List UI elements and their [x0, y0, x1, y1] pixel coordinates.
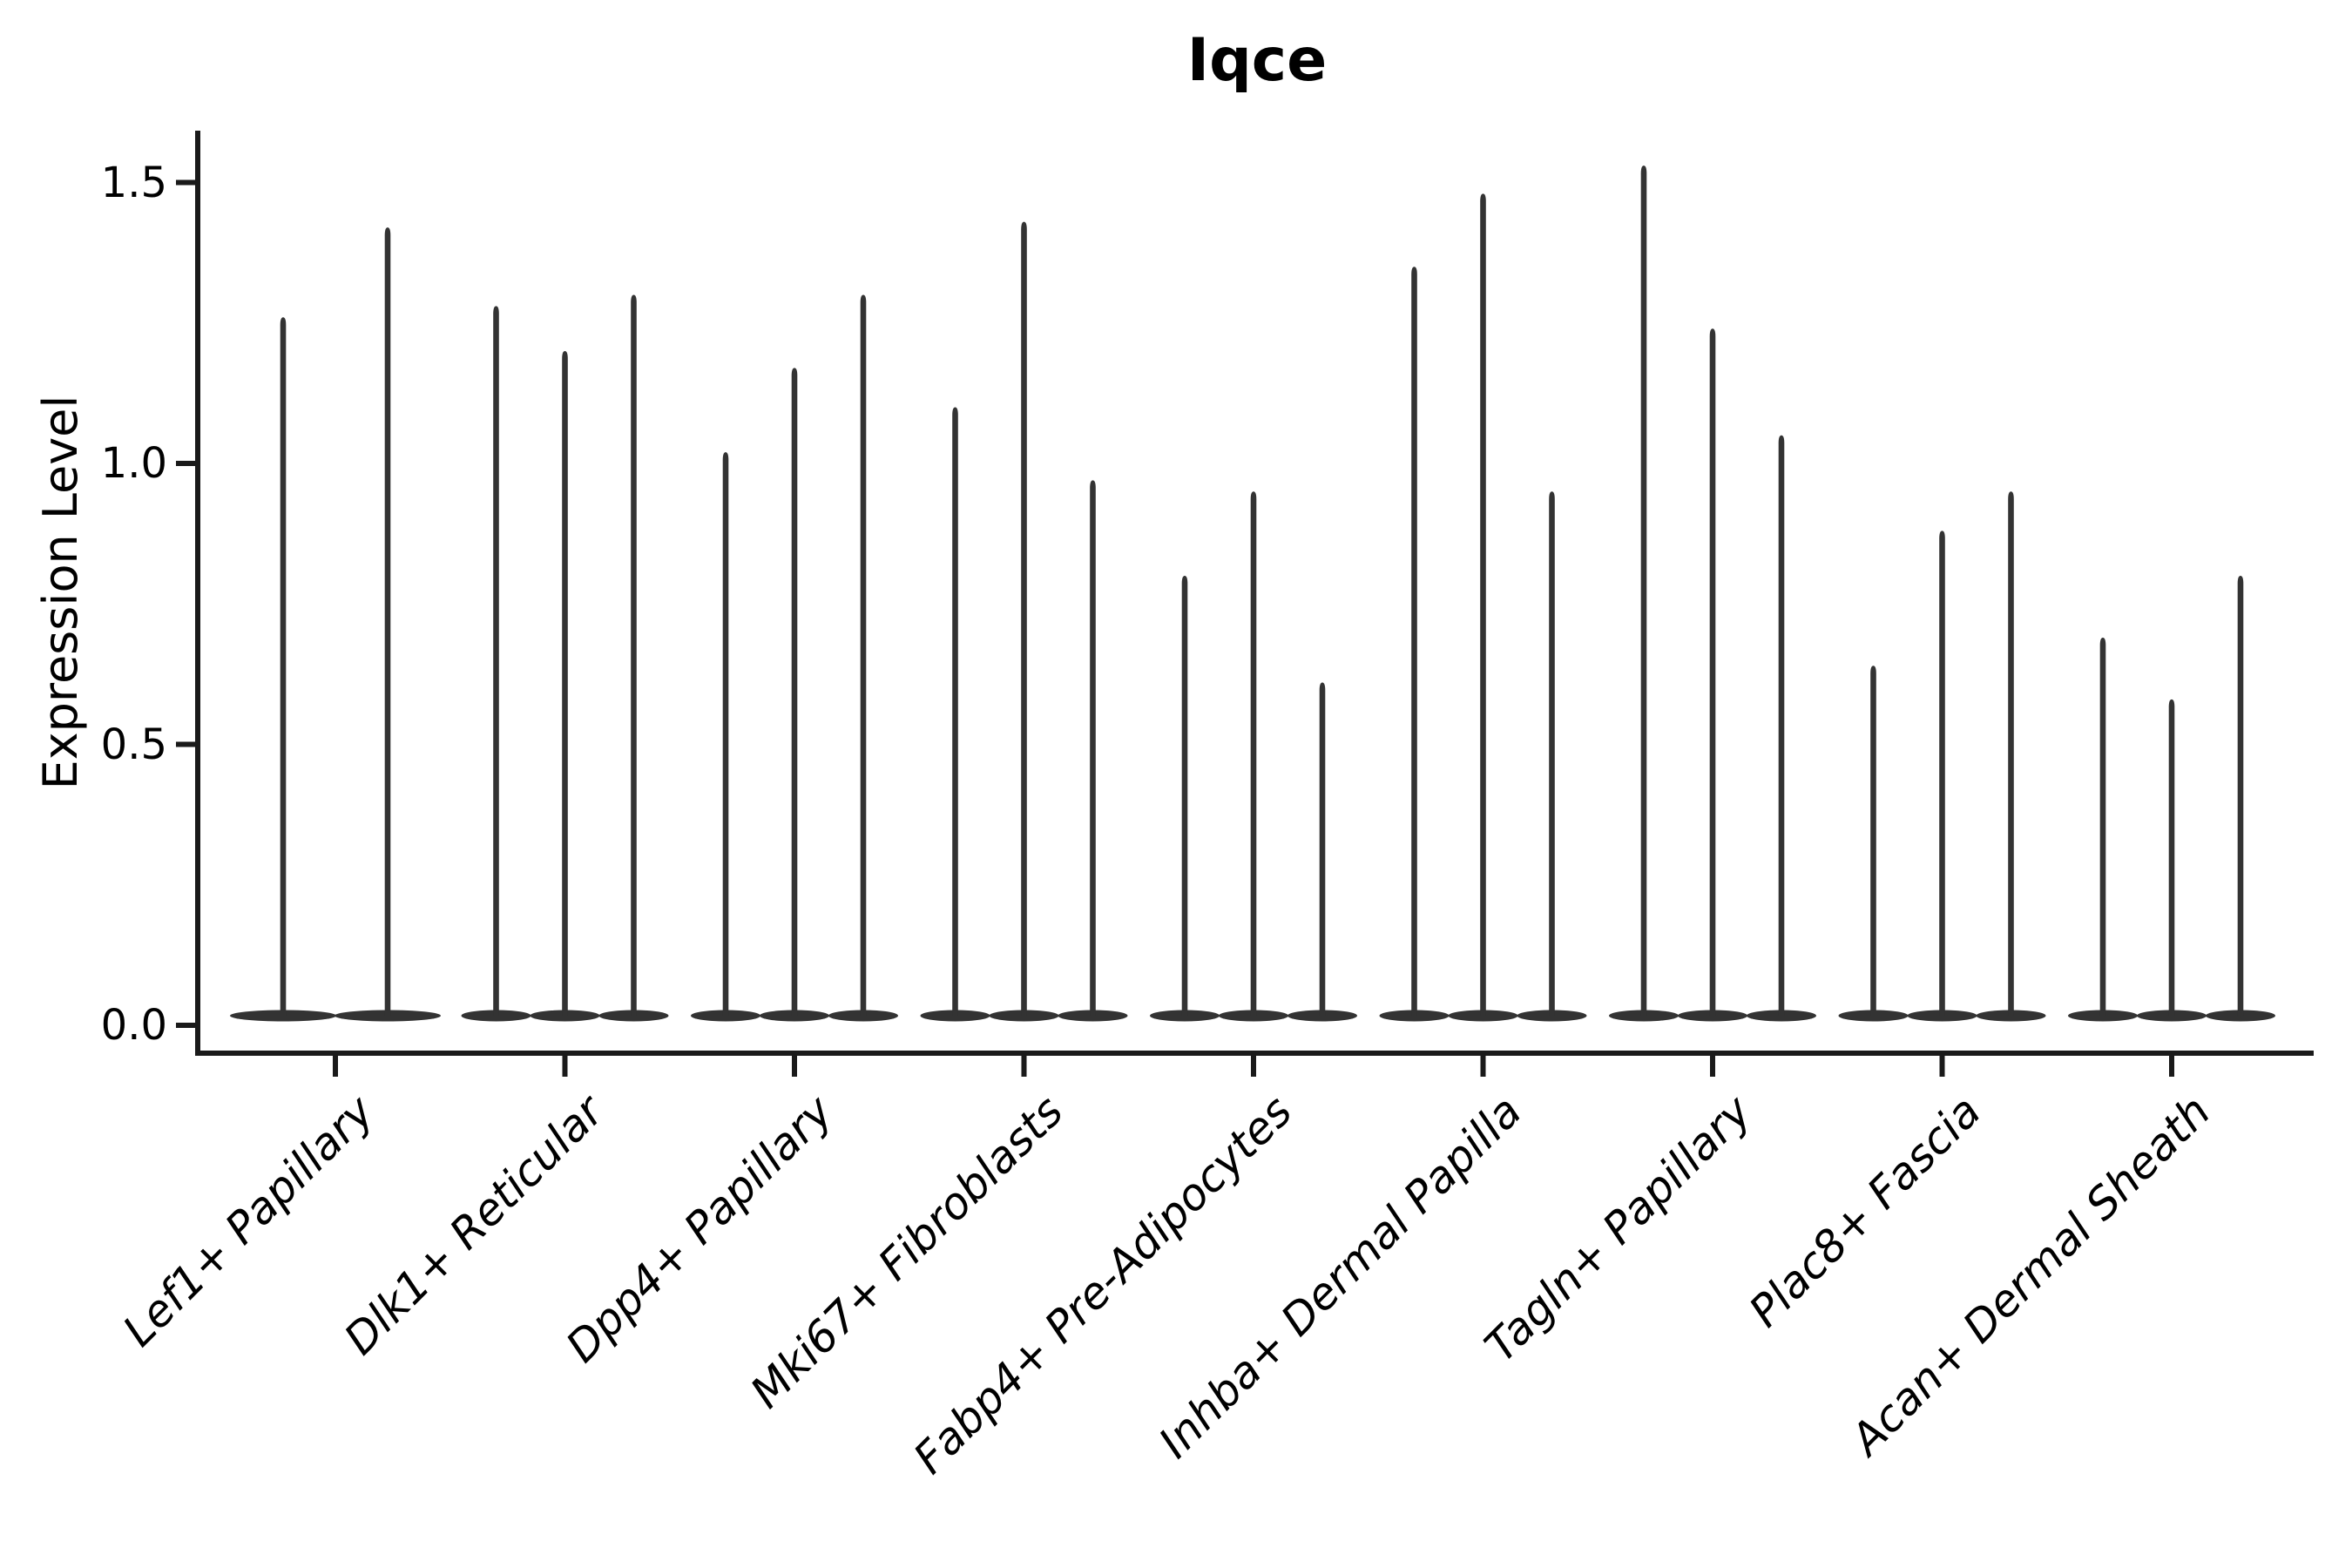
- violin-spike: [2237, 576, 2244, 1016]
- x-tick-mark: [792, 1056, 797, 1077]
- violin-spike: [631, 294, 637, 1016]
- violin-spike: [1480, 193, 1486, 1016]
- x-tick-mark: [2169, 1056, 2174, 1077]
- violin-spike: [1319, 682, 1326, 1016]
- y-tick-label: 1.0: [100, 439, 167, 488]
- x-tick-mark: [1939, 1056, 1945, 1077]
- violin-spike: [493, 306, 499, 1016]
- y-axis-spine: [195, 131, 200, 1056]
- x-tick-mark: [1251, 1056, 1256, 1077]
- x-tick-mark: [1480, 1056, 1486, 1077]
- violin-spike: [1709, 328, 1716, 1016]
- violin-spike: [280, 317, 287, 1016]
- y-tick-mark: [176, 741, 195, 747]
- x-tick-mark: [333, 1056, 338, 1077]
- violin-spike: [1870, 666, 1876, 1016]
- x-tick-mark: [1021, 1056, 1027, 1077]
- y-tick-mark: [176, 461, 195, 466]
- violin-spike: [952, 407, 958, 1016]
- y-tick-mark: [176, 179, 195, 186]
- chart-title: Iqce: [1186, 26, 1328, 95]
- violin-spike: [1640, 166, 1647, 1016]
- violin-spike: [860, 294, 867, 1016]
- x-axis-spine: [195, 1051, 2314, 1056]
- violin-spike: [1411, 267, 1417, 1016]
- violin-spike: [1090, 480, 1096, 1016]
- violin-spike: [722, 452, 729, 1016]
- x-tick-mark: [1710, 1056, 1715, 1077]
- violin-spike: [1021, 221, 1027, 1016]
- violin-spike: [1549, 491, 1555, 1016]
- violin-spike: [1181, 576, 1188, 1016]
- violin-spike: [2168, 699, 2175, 1016]
- violin-spike: [562, 351, 568, 1016]
- y-tick-mark: [176, 1023, 195, 1028]
- violin-spike: [791, 368, 798, 1017]
- y-tick-label: 1.5: [100, 158, 167, 207]
- violin-spike: [1250, 491, 1257, 1016]
- y-tick-label: 0.5: [100, 720, 167, 769]
- x-tick-mark: [562, 1056, 568, 1077]
- y-tick-label: 0.0: [100, 1001, 167, 1050]
- violin-spike: [1778, 435, 1785, 1016]
- violin-spike: [2099, 637, 2106, 1016]
- violin-spike: [1939, 531, 1945, 1016]
- violin-spike: [2008, 491, 2014, 1016]
- violin-spike: [384, 227, 391, 1017]
